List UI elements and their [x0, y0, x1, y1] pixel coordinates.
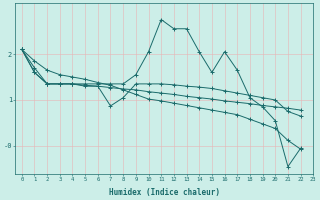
X-axis label: Humidex (Indice chaleur): Humidex (Indice chaleur) — [109, 188, 220, 197]
